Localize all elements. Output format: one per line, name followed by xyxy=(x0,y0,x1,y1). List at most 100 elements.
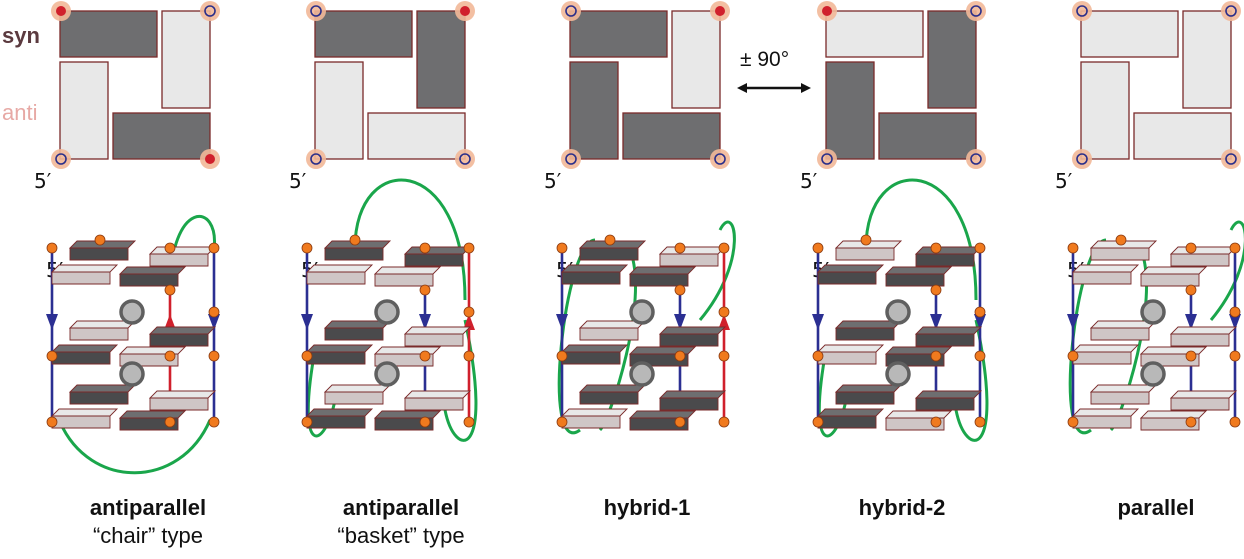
slab-front-face xyxy=(817,271,877,285)
guanine-top-anti xyxy=(1080,10,1179,58)
slab-front-face xyxy=(306,351,366,365)
cation-markers xyxy=(885,299,911,387)
marker-halo xyxy=(51,149,71,169)
five-prime-label: 5′ xyxy=(544,169,562,193)
tetrad-schematic xyxy=(306,1,475,169)
slab-front-face xyxy=(149,253,209,267)
backbone-node xyxy=(463,306,475,318)
topology-panel-5: 5′ 5′ xyxy=(1055,1,1244,435)
slab-top-face xyxy=(884,410,953,419)
slab-front-face xyxy=(1072,351,1132,365)
marker-dot xyxy=(460,6,470,16)
arrow-down-icon xyxy=(812,314,824,330)
cation-ion xyxy=(119,299,145,325)
slab-top-face xyxy=(1139,346,1208,355)
backbone-node xyxy=(46,416,58,428)
slab-top-face xyxy=(560,344,629,353)
rotation-indicator: ± 90° xyxy=(737,48,811,93)
slab-front-face xyxy=(659,253,719,267)
corner-marker-tr xyxy=(710,1,730,21)
guanine-bottom-syn xyxy=(112,112,211,160)
slab-top-face xyxy=(50,408,119,417)
backbone-node xyxy=(674,416,686,428)
arrow-up-icon xyxy=(463,314,475,330)
backbone-node xyxy=(1229,306,1241,318)
marker-open xyxy=(1225,153,1237,165)
caption-topology-3: hybrid-1 xyxy=(537,494,757,522)
arrow-up-icon xyxy=(718,314,730,330)
slab-front-face xyxy=(51,271,111,285)
slab-top-face xyxy=(1169,326,1238,335)
slab-top-face xyxy=(628,410,697,419)
backbone-node xyxy=(974,242,986,254)
five-prime-label: 5′ xyxy=(289,169,307,193)
backbone-node xyxy=(1185,284,1197,296)
slab-top-face xyxy=(578,384,647,393)
slab-top-face xyxy=(403,326,472,335)
quadruplex-3d-stack: 5′ xyxy=(556,220,736,435)
guanine-right-anti xyxy=(161,10,211,109)
slab-top-face xyxy=(658,246,727,255)
slab-front-face xyxy=(1072,415,1132,429)
marker-open xyxy=(204,5,216,17)
slab-front-face xyxy=(561,271,621,285)
cation-markers xyxy=(374,299,400,387)
slab-top-face xyxy=(884,266,953,275)
guanine-left-anti xyxy=(59,61,109,160)
corner-marker-tl xyxy=(306,1,326,21)
slab-front-face xyxy=(915,333,975,347)
backbone-node xyxy=(1185,242,1197,254)
topology-title: antiparallel xyxy=(342,495,460,520)
corner-marker-br xyxy=(1221,149,1241,169)
slab-front-face xyxy=(579,391,639,405)
slab-top-face xyxy=(628,266,697,275)
legend-syn: syn xyxy=(2,23,40,48)
backbone-node xyxy=(208,242,220,254)
backbone-node xyxy=(164,242,176,254)
backbone-node xyxy=(718,306,730,318)
slab-top-face xyxy=(118,410,187,419)
marker-halo xyxy=(1221,149,1241,169)
slab-top-face xyxy=(1071,344,1140,353)
topology-title: antiparallel xyxy=(89,495,207,520)
marker-dot xyxy=(205,154,215,164)
slab-front-face xyxy=(1140,273,1200,287)
slab-front-face xyxy=(915,253,975,267)
slab-front-face xyxy=(374,273,434,287)
slab-front-face xyxy=(1090,391,1150,405)
slab-top-face xyxy=(148,246,217,255)
backbone-node xyxy=(930,416,942,428)
slab-front-face xyxy=(835,391,895,405)
slab-front-face xyxy=(817,351,877,365)
backbone-node xyxy=(463,350,475,362)
tetrad-slabs xyxy=(305,240,472,431)
slab-top-face xyxy=(816,408,885,417)
backbone-node xyxy=(930,242,942,254)
slab-top-face xyxy=(305,264,374,273)
corner-marker-br xyxy=(455,149,475,169)
slab-front-face xyxy=(659,397,719,411)
marker-open xyxy=(1225,5,1237,17)
backbone-nodes xyxy=(46,234,220,428)
backbone-node xyxy=(349,234,361,246)
marker-open xyxy=(821,153,833,165)
arrow-down-icon xyxy=(46,314,58,330)
backbone-node xyxy=(1067,350,1079,362)
topology-title: hybrid-1 xyxy=(603,495,691,520)
slab-front-face xyxy=(1090,247,1150,261)
cation-ion xyxy=(629,361,655,387)
backbone-node xyxy=(674,350,686,362)
tetrad-schematic xyxy=(51,1,220,169)
marker-open xyxy=(55,153,67,165)
marker-dot xyxy=(56,6,66,16)
arrow-down-icon xyxy=(301,314,313,330)
backbone-node xyxy=(604,234,616,246)
slab-top-face xyxy=(914,390,983,399)
slab-front-face xyxy=(561,415,621,429)
tetrad-slabs xyxy=(560,240,727,431)
backbone-node xyxy=(1185,416,1197,428)
slab-front-face xyxy=(1090,327,1150,341)
slab-top-face xyxy=(816,264,885,273)
cation-ion xyxy=(885,299,911,325)
backbone-node xyxy=(208,350,220,362)
